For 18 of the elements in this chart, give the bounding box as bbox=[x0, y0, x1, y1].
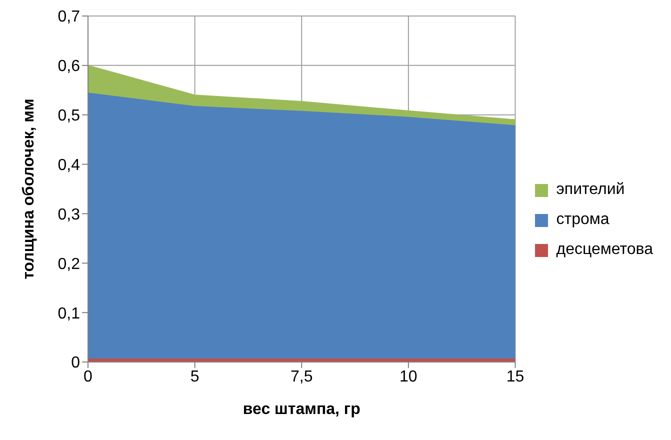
y-axis-title: толщина оболочек, мм bbox=[20, 98, 38, 280]
y-tick-label: 0 bbox=[71, 354, 80, 372]
legend-label: строма bbox=[556, 211, 610, 229]
y-tick-label: 0,4 bbox=[58, 156, 80, 174]
x-tick-label: 0 bbox=[84, 368, 93, 386]
x-tick-label: 5 bbox=[190, 368, 200, 386]
x-tick-label: 10 bbox=[400, 368, 418, 386]
y-tick-label: 0,7 bbox=[58, 8, 80, 26]
y-tick-label: 0,5 bbox=[58, 108, 80, 125]
x-tick-label: 7,5 bbox=[290, 368, 313, 386]
legend-label: эпителий bbox=[556, 181, 625, 199]
x-axis-title: вес штампа, гр bbox=[242, 401, 361, 418]
y-tick-label: 0,3 bbox=[58, 206, 80, 224]
y-tick-label: 0,2 bbox=[58, 256, 80, 273]
legend-label: десцеметова bbox=[556, 241, 653, 259]
x-tick-label: 15 bbox=[506, 368, 524, 386]
y-tick-label: 0,1 bbox=[58, 305, 80, 322]
y-tick-label: 0,6 bbox=[58, 58, 80, 76]
